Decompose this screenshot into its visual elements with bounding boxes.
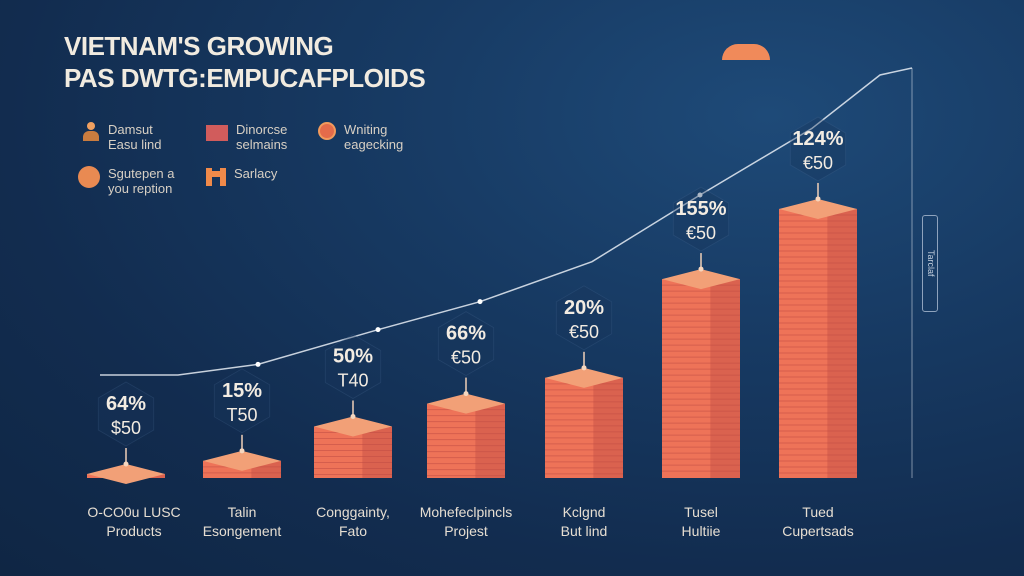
bar-top [427, 393, 505, 414]
legend-item-wniting: Wniting eagecking [318, 122, 403, 152]
bar-front [779, 208, 857, 478]
bar-leader-dot [581, 365, 587, 371]
sub-label: €50 [686, 223, 716, 243]
bar-top [662, 269, 740, 290]
bar-leader-dot [123, 461, 129, 467]
bar-top [87, 464, 165, 484]
category-label: Products [106, 523, 161, 539]
legend-item-sarlacy: Sarlacy [206, 166, 277, 186]
sub-label: T50 [226, 405, 257, 425]
bar-leader-dot [239, 448, 245, 454]
bar-leader-dot [698, 266, 704, 272]
h-icon [206, 168, 226, 186]
legend-label-2b: selmains [236, 137, 288, 152]
label-hexagon [555, 285, 613, 351]
side-axis-label: Tarclaf [922, 215, 938, 312]
pct-label: 124% [792, 128, 843, 150]
legend: Damsut Easu lind Dinorcse selmains Wniting… [78, 120, 438, 200]
bar-4 [427, 377, 505, 478]
sub-label: $50 [111, 418, 141, 438]
bar-front [545, 377, 623, 478]
pct-label: 20% [564, 297, 604, 319]
bar-front [662, 279, 740, 478]
category-label: But lind [561, 523, 608, 539]
bar-6 [662, 253, 740, 478]
category-label: Talin [228, 504, 257, 520]
label-hexagon [437, 311, 495, 377]
category-label: Projest [444, 523, 488, 539]
bar-top [203, 450, 281, 471]
bar-shade [827, 208, 857, 478]
label-hexagon [324, 334, 382, 399]
bar-3 [314, 400, 392, 478]
trend-point [255, 361, 261, 367]
chart-title: VIETNAM'S GROWING PAS DWTG:EMPUCAFPLOIDS [64, 30, 426, 94]
bar-5 [545, 351, 623, 478]
category-label: O-CO0u LUSC [87, 504, 180, 520]
bar-top [779, 198, 857, 219]
legend-label-1a: Damsut [108, 122, 153, 137]
category-label: Tued [802, 504, 833, 520]
category-label: Conggainty, [316, 504, 390, 520]
bar-leader-dot [815, 196, 821, 202]
bar-leader-dot [463, 391, 469, 397]
category-label: Tusel [684, 504, 718, 520]
legend-item-dinorcse: Dinorcse selmains [206, 122, 287, 152]
title-line-1: VIETNAM'S GROWING [64, 31, 334, 61]
legend-item-sgutepen: Sgutepen a you reption [78, 166, 175, 196]
bar-1 [87, 448, 165, 484]
legend-label-2a: Dinorcse [236, 122, 288, 137]
title-line-2: PAS DWTG:EMPUCAFPLOIDS [64, 63, 426, 93]
trend-point [697, 192, 703, 198]
label-hexagon [789, 116, 847, 182]
category-label: Fato [339, 523, 367, 539]
legend-label-4a: Sgutepen a [108, 166, 175, 181]
legend-label-5a: Sarlacy [234, 166, 278, 181]
pct-label: 50% [333, 345, 373, 367]
bars-group [87, 182, 857, 484]
bar-shade [475, 403, 505, 478]
pct-label: 15% [222, 380, 262, 402]
pct-label: 66% [446, 323, 486, 345]
bar-shade [710, 279, 740, 478]
orange-circle-icon [78, 166, 100, 188]
bar-shade [593, 377, 623, 478]
legend-item-damsut: Damsut Easu lind [82, 122, 161, 152]
legend-label-3a: Wniting [344, 122, 388, 137]
sub-label: €50 [451, 348, 481, 368]
people-icon [82, 122, 100, 142]
sub-label: T40 [337, 370, 368, 390]
rect-swatch-icon [206, 125, 228, 141]
category-label: Kclgnd [563, 504, 606, 520]
amber-circle-icon [318, 122, 336, 140]
bar-top [545, 367, 623, 388]
trend-line-group [100, 67, 913, 478]
sun-decoration [722, 44, 770, 60]
bar-7 [779, 182, 857, 478]
label-hexagon [672, 186, 730, 252]
category-label: Hultiie [682, 523, 721, 539]
bar-2 [203, 434, 281, 478]
category-label: Mohefeclpincls [420, 504, 513, 520]
pct-label: 64% [106, 393, 146, 415]
labels-group: 64% $50 O-CO0u LUSC Products 15% T50 Talin Eson… [87, 116, 854, 539]
trend-point [375, 327, 381, 333]
label-hexagon [213, 368, 271, 434]
sub-label: €50 [569, 322, 599, 342]
legend-label-1b: Easu lind [108, 137, 162, 152]
legend-label-4b: you reption [108, 181, 173, 196]
bar-leader-dot [350, 413, 356, 419]
trend-line [100, 67, 913, 376]
bar-top [314, 416, 392, 437]
bar-shade [362, 426, 392, 478]
sub-label: €50 [803, 153, 833, 173]
legend-label-3b: eagecking [344, 137, 404, 152]
pct-label: 155% [675, 198, 726, 220]
category-label: Esongement [203, 523, 282, 539]
category-label: Cupertsads [782, 523, 854, 539]
trend-point [477, 299, 483, 305]
label-hexagon [97, 381, 155, 447]
